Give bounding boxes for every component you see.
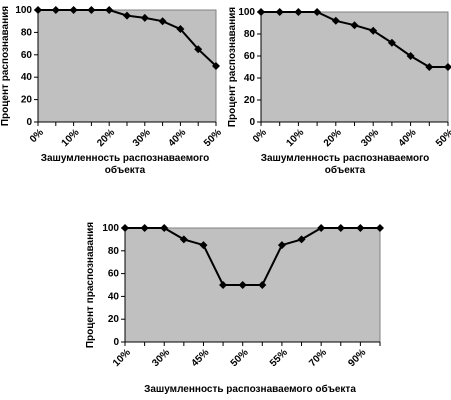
y-tick-label: 100 [15, 5, 32, 16]
x-tick-label: 30% [150, 347, 172, 369]
x-tick-label: 45% [189, 347, 211, 369]
marker [277, 241, 286, 250]
marker [331, 16, 340, 25]
marker [297, 235, 306, 244]
y-axis-label: Процент распознавания [227, 7, 238, 127]
marker [336, 224, 345, 232]
y-tick-label: 60 [244, 51, 256, 62]
y-tick-label: 20 [21, 95, 33, 106]
x-tick-label: 10% [284, 127, 306, 149]
y-tick-label: 100 [102, 223, 119, 234]
marker [176, 25, 185, 34]
marker [376, 224, 384, 232]
x-tick-label: 0% [28, 127, 46, 145]
y-tick-label: 0 [26, 117, 32, 128]
x-tick-label: 30% [359, 127, 381, 149]
marker [105, 6, 114, 14]
marker [69, 6, 78, 14]
x-axis-label: Зашумленность распознаваемого объекта [260, 153, 430, 176]
marker [425, 63, 434, 71]
x-tick-label: 30% [131, 127, 153, 149]
marker [238, 281, 247, 289]
marker [212, 62, 220, 70]
marker [219, 281, 228, 289]
x-tick-label: 40% [397, 127, 419, 149]
x-tick-label: 10% [60, 127, 82, 149]
marker [194, 45, 203, 54]
marker [444, 63, 451, 71]
x-tick-label: 20% [95, 127, 117, 149]
y-axis-label: Процент распознавания [0, 6, 11, 126]
marker [387, 38, 396, 47]
y-tick-label: 80 [244, 29, 256, 40]
marker [356, 224, 365, 232]
x-tick-label: 50% [202, 127, 224, 149]
marker [275, 8, 284, 16]
marker [158, 17, 167, 26]
marker [140, 224, 149, 232]
marker [294, 8, 303, 16]
x-tick-label: 90% [346, 347, 368, 369]
marker [317, 224, 326, 232]
x-tick-label: 10% [111, 347, 133, 369]
marker [140, 13, 149, 22]
marker [51, 6, 60, 14]
y-tick-label: 80 [21, 27, 33, 38]
x-tick-label: 0% [251, 127, 269, 145]
marker [258, 281, 267, 289]
x-tick-label: 55% [268, 347, 290, 369]
y-tick-label: 40 [108, 291, 120, 302]
y-tick-label: 0 [113, 337, 119, 348]
y-tick-label: 40 [21, 72, 33, 83]
marker [121, 224, 129, 232]
marker [199, 241, 208, 250]
plot-area [260, 11, 449, 123]
marker [87, 6, 96, 14]
x-tick-label: 50% [434, 127, 451, 149]
y-tick-label: 80 [108, 246, 120, 257]
y-tick-label: 20 [244, 95, 256, 106]
marker [160, 224, 169, 232]
marker [406, 52, 415, 60]
y-tick-label: 60 [108, 269, 120, 280]
x-axis-label: Зашумленность распознаваемого объекта [144, 384, 356, 395]
y-axis-label: Процент праспознавания [85, 222, 96, 348]
x-tick-label: 20% [322, 127, 344, 149]
y-tick-label: 100 [238, 7, 255, 18]
marker [313, 8, 322, 16]
y-tick-label: 20 [108, 314, 120, 325]
x-tick-label: 40% [166, 127, 188, 149]
x-axis-label: Зашумленность распознаваемого объекта [40, 153, 210, 176]
marker [123, 11, 131, 20]
y-tick-label: 60 [21, 50, 33, 61]
marker [369, 26, 378, 35]
marker [257, 8, 265, 16]
marker [34, 6, 42, 14]
x-tick-label: 50% [229, 347, 251, 369]
marker [350, 21, 359, 30]
marker [179, 235, 188, 244]
y-tick-label: 40 [244, 73, 256, 84]
y-tick-label: 0 [249, 117, 255, 128]
x-tick-label: 70% [307, 347, 329, 369]
plot-area [37, 9, 217, 123]
